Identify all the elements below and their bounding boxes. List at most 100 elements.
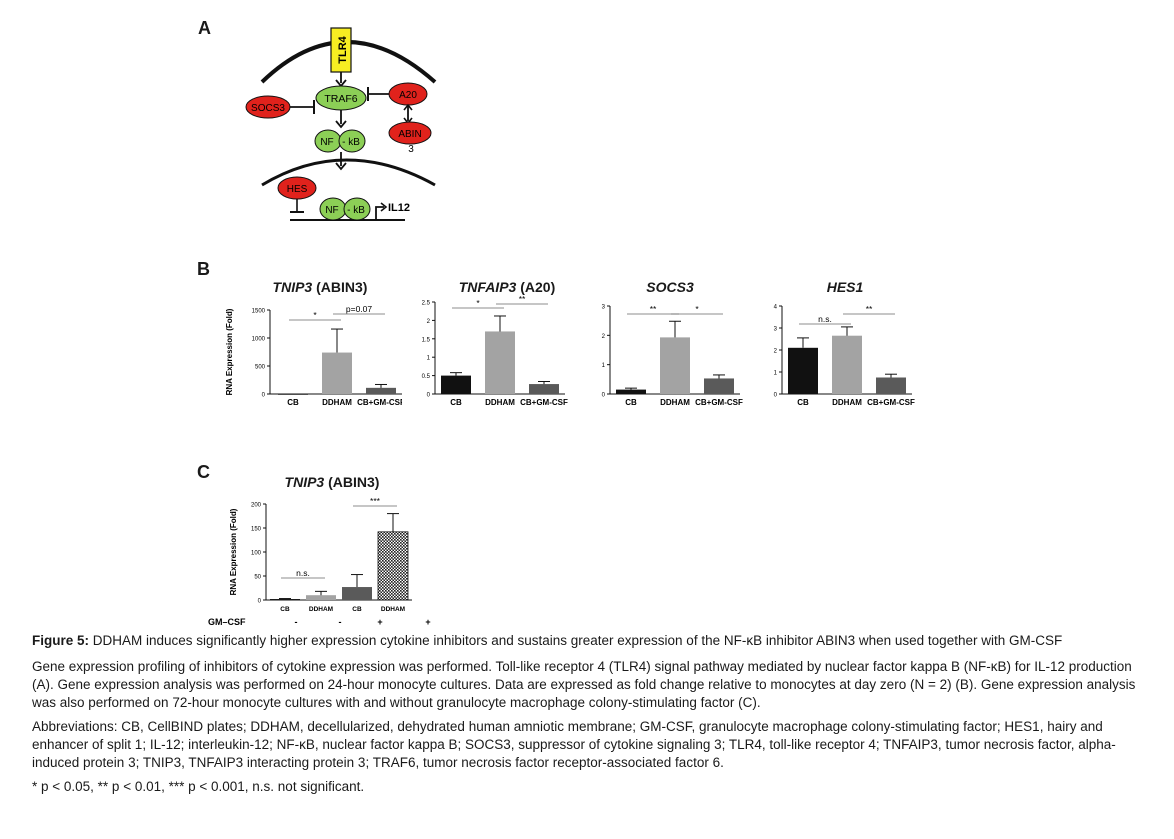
nfkb-node [343,197,371,221]
x-tick-label: DDHAM [485,398,515,407]
panel-label-a: A [198,18,211,38]
significance-label: n.s. [818,314,832,324]
caption-abbreviations: Abbreviations: CB, CellBIND plates; DDHA… [32,719,1116,770]
y-tick-label: 2 [602,334,606,340]
nfkb-label: NF [320,137,333,148]
x-tick-label: CB+GM-CSF [695,398,743,407]
arrow-icon [403,103,413,111]
significance-label: p=0.07 [346,304,373,314]
y-tick-label: 3 [602,305,606,311]
x-tick-label: CB+GM-CSF [520,398,568,407]
gene-name: TNIP3 [272,279,313,295]
y-tick-label: 100 [251,551,262,557]
gm-csf-sign: + [377,617,382,626]
x-tick-label: CB+GM-CSF [867,398,915,407]
y-tick-label: 2 [774,349,778,355]
bar [366,387,396,394]
chart-title: TNFAIP3 (A20) [437,279,577,295]
y-tick-label: 150 [251,527,262,533]
gene-name: HES1 [826,279,864,295]
caption-paragraph: Gene expression profiling of inhibitors … [32,659,1136,710]
y-tick-label: 1.5 [422,337,431,343]
bar-chart-hes1: 0 1 2 3 4 CB DDHAM CB+GM-CSF n.s. ** [774,304,915,407]
x-tick-label: CB [287,398,299,407]
gene-name: TNIP3 [284,474,325,490]
bar-chart-tnip3-gmcsf: RNA Expression (Fold) 0 50 100 150 200 CB DDHAM… [208,496,431,626]
bar [704,378,734,394]
significance-label: * [695,304,699,314]
nfkb-node [338,129,366,153]
figure-caption: Figure 5: DDHAM induces significantly hi… [32,632,1142,796]
x-tick-label: DDHAM [309,606,333,613]
tlr4-label: TLR4 [337,35,349,63]
chart-title: TNIP3 (ABIN3) [262,474,402,490]
arrow-icon [335,120,347,129]
x-tick-label: CB [625,398,637,407]
y-tick-label: 0 [602,393,606,399]
y-tick-label: 4 [774,305,778,311]
il12-label: IL12 [388,202,410,214]
gene-name: TNFAIP3 [458,279,517,295]
significance-label: *** [370,496,381,506]
gene-name: SOCS3 [646,279,694,295]
y-tick-label: 1 [427,356,431,362]
bar [660,337,690,394]
x-tick-label: DDHAM [322,398,352,407]
caption-title: Figure 5: DDHAM induces significantly hi… [32,632,1142,650]
protein-name: (ABIN3) [312,279,368,295]
bar [278,393,308,395]
bar [306,595,336,600]
bar-chart-tnfaip3: 00.511.522.5CB DDHAM CB+GM-CSF* ** [422,296,568,407]
x-tick-label: CB [450,398,462,407]
x-tick-label: CB [280,606,290,613]
caption-significance: * p < 0.05, ** p < 0.01, *** p < 0.001, … [32,779,365,794]
significance-label: n.s. [296,568,310,578]
y-tick-label: 2.5 [422,301,431,307]
x-tick-label: DDHAM [381,606,405,613]
y-tick-label: 1 [602,363,606,369]
bar [441,375,471,394]
bar [788,347,818,394]
chart-title: TNIP3 (ABIN3) [250,279,390,295]
panel-label-c: C [197,462,210,482]
traf6-label: TRAF6 [324,93,357,105]
nfkb-label: - kB [347,205,365,216]
abin3-node [388,121,432,145]
bar [322,352,352,394]
y-tick-label: 1 [774,371,778,377]
y-tick-label: 2 [427,319,431,325]
x-tick-label: CB+GM-CSF [357,398,402,407]
bar [342,587,372,600]
y-axis-label: RNA Expression (Fold) [229,508,238,595]
significance-label: ** [650,304,657,314]
significance-label: * [476,298,480,308]
bar [616,389,646,394]
significance-label: ** [519,296,526,304]
y-tick-label: 500 [255,365,266,371]
significance-label: * [313,310,317,320]
nuclear-membrane [261,158,436,187]
y-tick-label: 50 [254,575,261,581]
gm-csf-sign: - [339,617,342,626]
y-tick-label: 0 [774,393,778,399]
y-tick-label: 0.5 [422,374,431,380]
gm-csf-sign: - [295,617,298,626]
abin-number-label: 3 [408,144,414,155]
gm-csf-label: GM–CSF [208,617,246,626]
significance-label: ** [866,304,873,314]
bar [832,335,862,394]
caption-title-text: DDHAM induces significantly higher expre… [89,633,1063,648]
a20-label: A20 [399,90,417,101]
y-tick-label: 0 [427,393,431,399]
x-tick-label: DDHAM [660,398,690,407]
chart-title: HES1 [790,279,900,295]
abin-label: ABIN [398,129,421,140]
y-tick-label: 200 [251,503,262,509]
y-tick-label: 1500 [252,309,266,315]
y-tick-label: 0 [262,393,266,399]
y-tick-label: 1000 [252,337,266,343]
protein-name: (A20) [516,279,556,295]
bar [529,384,559,394]
socs3-label: SOCS3 [251,103,285,114]
